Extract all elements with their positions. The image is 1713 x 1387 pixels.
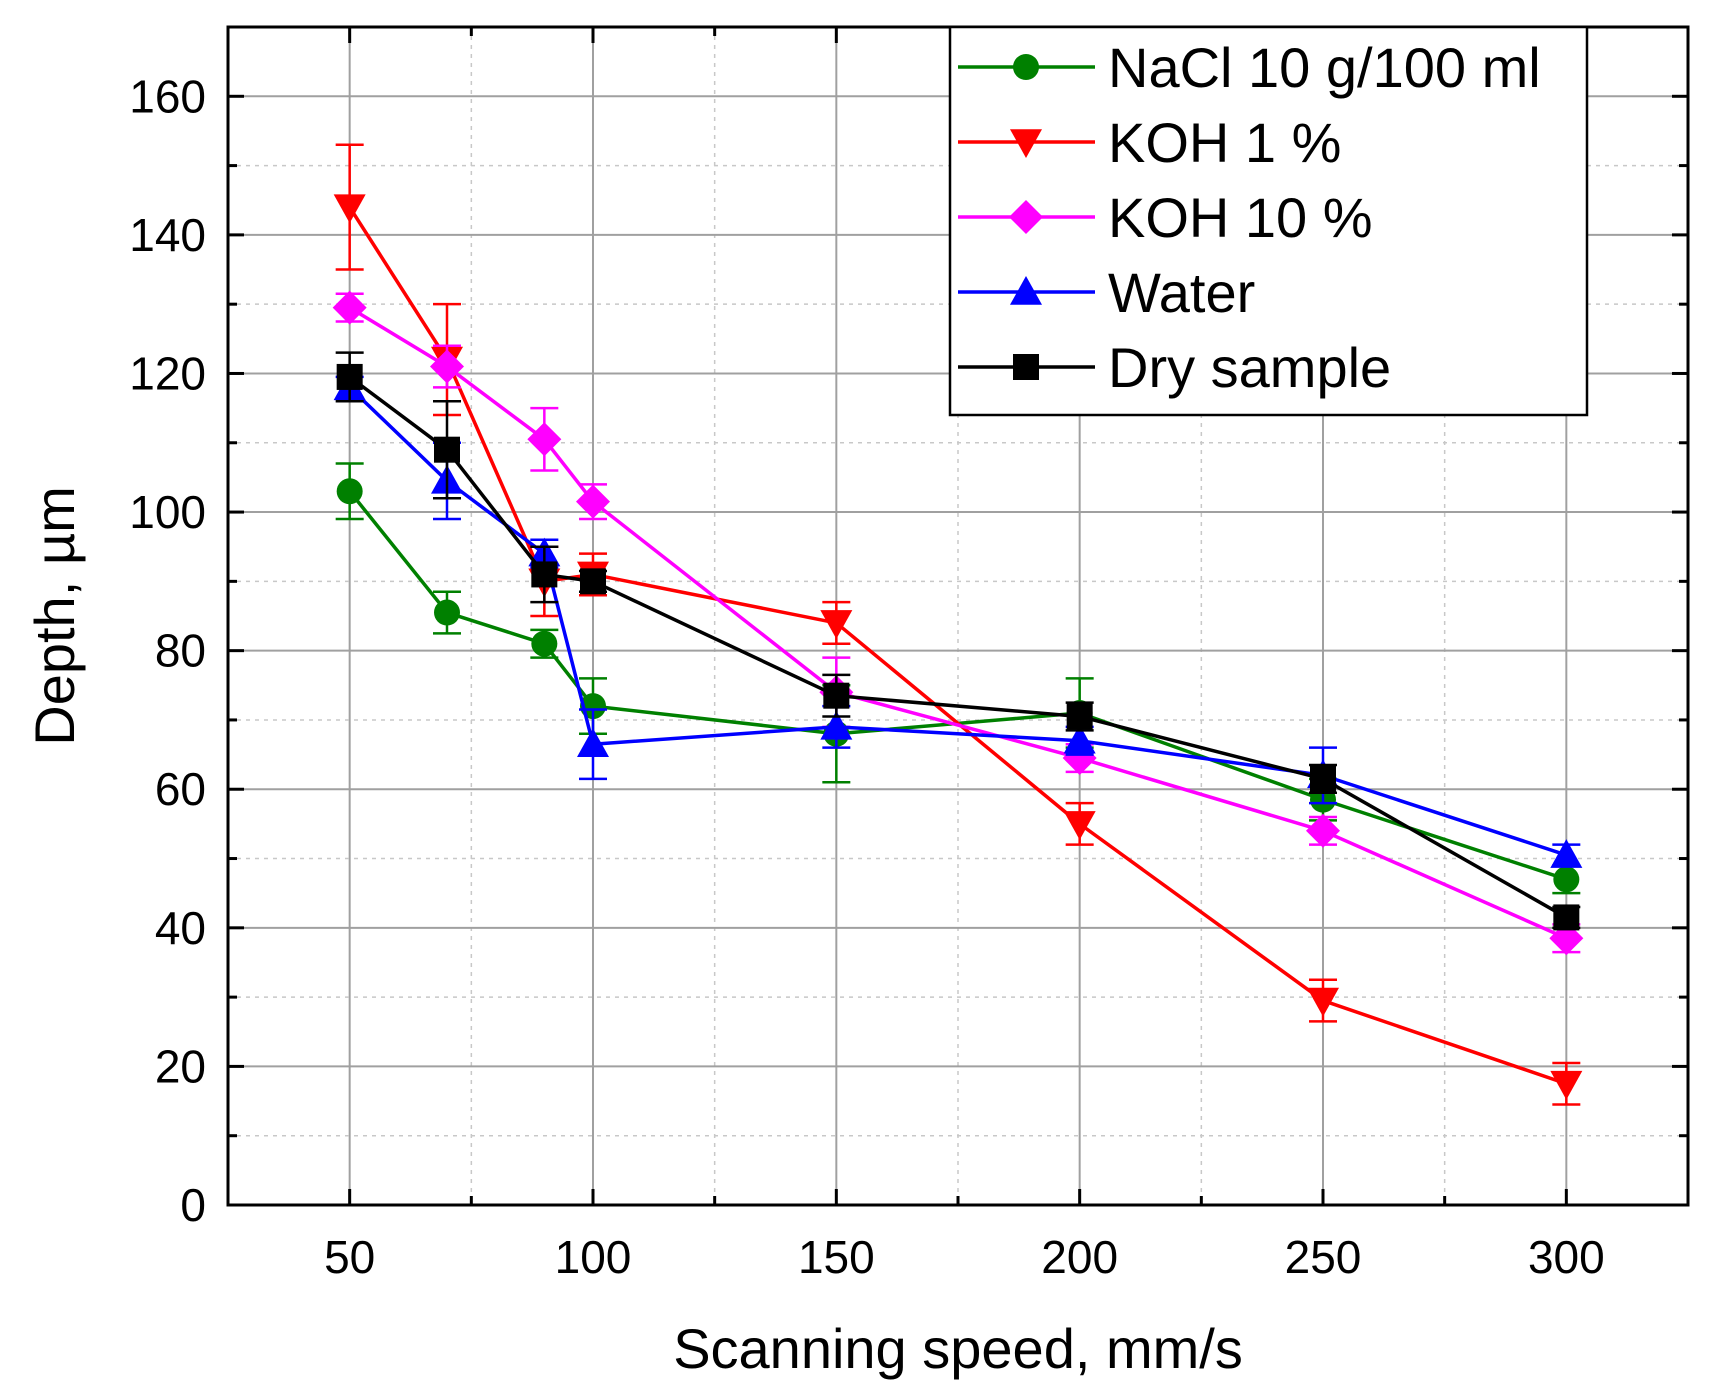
legend-marker [1010,129,1042,158]
legend-marker [1013,54,1039,80]
data-point [527,422,562,457]
y-tick-label: 20 [155,1040,206,1092]
series-layer [332,143,1584,1106]
legend-item: NaCl 10 g/100 ml [958,36,1541,99]
legend-marker [1009,200,1043,234]
legend-item: Water [958,261,1255,324]
legend-label: NaCl 10 g/100 ml [1108,36,1541,99]
data-point [580,568,606,595]
series-4 [335,351,1581,931]
data-point [1063,811,1096,840]
data-point [1553,904,1580,931]
x-tick-label: 50 [324,1231,375,1283]
y-tick-label: 60 [155,763,206,815]
data-point [820,710,853,740]
legend: NaCl 10 g/100 ml KOH 1 % KOH 10 % Water Dry … [948,25,1589,417]
data-point [434,436,460,463]
legend-marker [1013,354,1039,380]
data-point [1066,703,1093,730]
y-tick-label: 140 [129,209,206,261]
legend-box [948,25,1589,417]
data-point [1553,866,1580,893]
legend-label: KOH 1 % [1108,111,1341,174]
series-line [348,375,1568,919]
data-point [434,599,460,626]
series-line [348,306,1568,940]
y-tick-label: 100 [129,486,206,538]
x-tick-label: 150 [798,1231,875,1283]
data-point [823,682,850,709]
data-point [1310,765,1336,792]
x-axis-title: Scanning speed, mm/s [673,1317,1243,1380]
data-point [333,194,366,224]
data-point [1550,1070,1583,1100]
data-point [1306,813,1340,848]
y-tick-label: 40 [155,902,206,954]
data-point [336,363,363,390]
data-point [336,478,363,505]
y-tick-label: 160 [129,70,206,122]
legend-marker [1010,276,1042,305]
legend-label: Water [1108,261,1255,324]
y-tick-label: 120 [129,347,206,399]
data-point [820,610,853,639]
x-tick-label: 250 [1285,1231,1362,1283]
data-point [531,561,558,588]
data-point [577,728,609,757]
data-point [430,349,464,384]
grid [228,27,1688,1205]
x-tick-label: 200 [1041,1231,1118,1283]
legend-label: Dry sample [1108,336,1391,399]
legend-item: KOH 10 % [958,186,1373,249]
legend-item: KOH 1 % [958,111,1341,174]
data-point [576,484,610,519]
data-point [1307,987,1339,1017]
series-line [348,490,1567,881]
legend-label: KOH 10 % [1108,186,1373,249]
legend-item: Dry sample [958,336,1391,399]
data-point [1063,724,1096,754]
x-tick-label: 300 [1528,1231,1605,1283]
y-tick-label: 0 [180,1179,206,1231]
data-point [531,630,558,657]
data-point [1550,839,1583,868]
data-point [332,290,367,325]
y-axis-title: Depth, µm [23,486,86,745]
x-tick-label: 100 [555,1231,632,1283]
axes: 50 100 150 200 250 300 0 20 40 60 80 100 120 140 160 [129,25,1690,1283]
y-tick-label: 80 [155,625,206,677]
